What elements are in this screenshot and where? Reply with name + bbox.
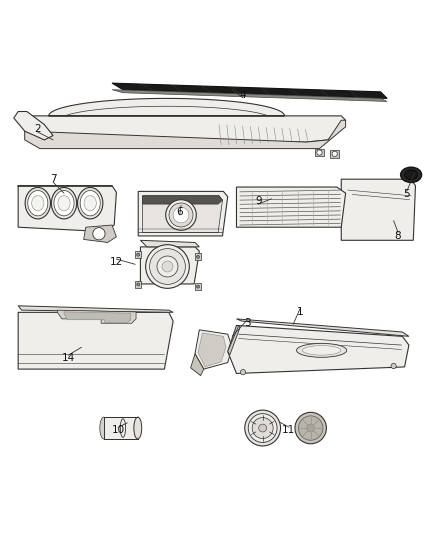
- Ellipse shape: [84, 196, 96, 211]
- Text: 7: 7: [50, 174, 57, 184]
- Ellipse shape: [405, 170, 418, 180]
- Polygon shape: [112, 83, 387, 99]
- Polygon shape: [18, 312, 173, 369]
- Text: 5: 5: [403, 189, 410, 199]
- Polygon shape: [341, 179, 416, 240]
- Text: 14: 14: [62, 353, 75, 363]
- Ellipse shape: [162, 261, 173, 272]
- Polygon shape: [25, 120, 346, 149]
- Polygon shape: [143, 196, 223, 204]
- Polygon shape: [135, 281, 141, 288]
- Ellipse shape: [51, 188, 77, 219]
- Polygon shape: [315, 149, 324, 157]
- Ellipse shape: [32, 196, 44, 211]
- Ellipse shape: [248, 414, 277, 442]
- Ellipse shape: [197, 255, 200, 259]
- Polygon shape: [228, 326, 240, 354]
- Text: 3: 3: [244, 318, 251, 328]
- Ellipse shape: [240, 369, 246, 375]
- Polygon shape: [195, 283, 201, 290]
- Ellipse shape: [297, 343, 347, 357]
- Ellipse shape: [25, 188, 50, 219]
- Ellipse shape: [197, 285, 200, 288]
- Ellipse shape: [166, 200, 196, 230]
- Polygon shape: [135, 251, 141, 258]
- Polygon shape: [141, 240, 199, 247]
- Polygon shape: [330, 150, 339, 158]
- Polygon shape: [228, 326, 409, 374]
- Text: 1: 1: [297, 308, 303, 317]
- Ellipse shape: [298, 416, 323, 440]
- Polygon shape: [112, 90, 387, 101]
- Ellipse shape: [58, 196, 70, 211]
- Polygon shape: [64, 312, 131, 322]
- Ellipse shape: [252, 417, 273, 439]
- Polygon shape: [57, 310, 136, 323]
- Ellipse shape: [307, 424, 314, 432]
- Ellipse shape: [332, 151, 337, 157]
- Text: 11: 11: [282, 425, 296, 435]
- Ellipse shape: [150, 248, 185, 285]
- Ellipse shape: [146, 245, 189, 288]
- Polygon shape: [191, 354, 204, 376]
- Text: 10: 10: [112, 425, 125, 435]
- Text: 4: 4: [240, 90, 246, 100]
- Ellipse shape: [78, 188, 103, 219]
- Polygon shape: [195, 253, 201, 261]
- Ellipse shape: [295, 413, 326, 444]
- Text: 6: 6: [177, 207, 183, 217]
- Ellipse shape: [401, 167, 422, 182]
- Ellipse shape: [391, 364, 396, 369]
- Polygon shape: [237, 187, 346, 227]
- Ellipse shape: [80, 190, 100, 216]
- Text: 9: 9: [255, 196, 261, 206]
- Polygon shape: [18, 306, 173, 312]
- Polygon shape: [237, 319, 409, 336]
- Ellipse shape: [54, 190, 74, 216]
- Ellipse shape: [157, 256, 178, 277]
- Text: 8: 8: [395, 231, 401, 241]
- Polygon shape: [138, 191, 228, 236]
- Ellipse shape: [169, 203, 193, 227]
- Ellipse shape: [28, 190, 48, 216]
- Ellipse shape: [245, 410, 281, 446]
- Ellipse shape: [93, 228, 105, 240]
- Polygon shape: [198, 333, 226, 367]
- Ellipse shape: [317, 150, 322, 155]
- Polygon shape: [195, 330, 232, 369]
- Text: 2: 2: [35, 124, 41, 134]
- Polygon shape: [84, 225, 117, 243]
- Ellipse shape: [100, 417, 108, 439]
- Ellipse shape: [137, 253, 140, 256]
- Polygon shape: [25, 99, 346, 142]
- Text: 12: 12: [110, 257, 123, 267]
- Ellipse shape: [259, 424, 267, 432]
- Ellipse shape: [302, 345, 341, 355]
- Polygon shape: [18, 185, 117, 231]
- Ellipse shape: [137, 283, 140, 286]
- Polygon shape: [141, 247, 199, 284]
- Polygon shape: [14, 111, 53, 140]
- Ellipse shape: [173, 207, 189, 223]
- Polygon shape: [104, 417, 138, 439]
- Ellipse shape: [134, 417, 142, 439]
- Polygon shape: [143, 196, 223, 232]
